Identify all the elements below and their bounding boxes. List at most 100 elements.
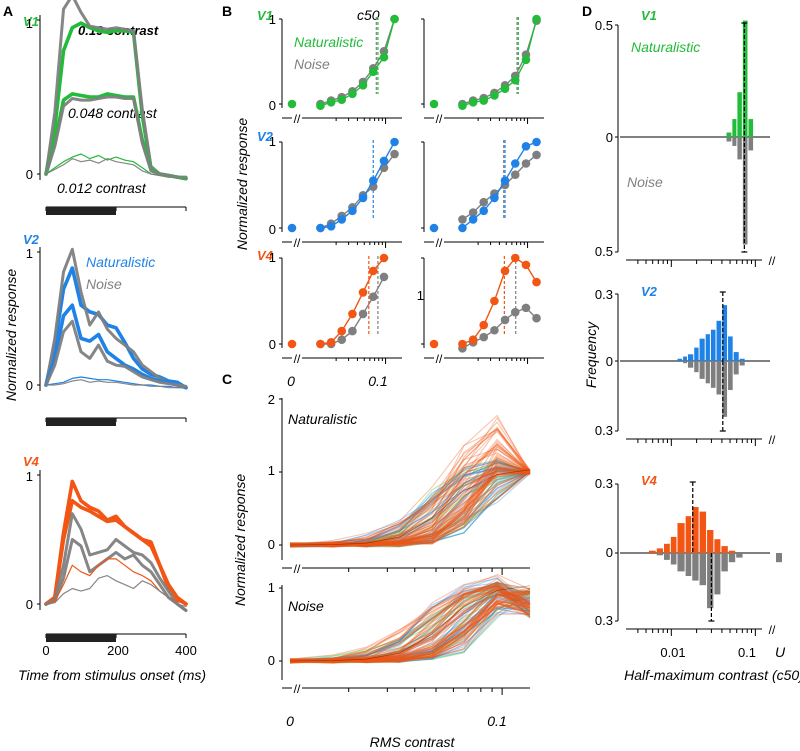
c-neuron-curve (289, 464, 531, 546)
b-axes-v1-1: // (279, 14, 402, 126)
c-neuron-curve (289, 472, 531, 545)
b-axis-break: // (436, 112, 443, 126)
d-ytick-v1-0: 0 (606, 130, 613, 145)
c-neuron-curve (289, 460, 531, 548)
d-bar-noise (664, 553, 670, 560)
c-neuron-curve (289, 602, 531, 664)
b-axis-break: // (294, 112, 301, 126)
c-neuron-curve (289, 585, 531, 662)
c-neuron-curve (289, 468, 531, 547)
c-neuron-curve (289, 596, 531, 663)
b-noise-point (358, 309, 368, 319)
b-noise-point (532, 150, 541, 160)
d-bar-noise (739, 361, 745, 366)
d-bar-naturalistic (687, 354, 694, 361)
b-area-label-v4: V4 (257, 248, 274, 263)
a-trace-v4-noise-low (45, 574, 187, 608)
panel-d: V1 V2 V4 Naturalistic Noise 0.5 0 0.5 0.… (583, 8, 800, 683)
c-neuron-curve (289, 469, 531, 546)
c-neuron-curve (289, 458, 531, 548)
xtick-d-u: U (775, 644, 786, 660)
c-neuron-curve (289, 456, 531, 547)
c-neuron-curve (289, 471, 531, 546)
c-neuron-curve (289, 576, 531, 663)
c-neuron-curve (289, 469, 531, 547)
xtick-b-0-1: 0.1 (368, 373, 387, 389)
b-naturalistic-point (326, 221, 336, 231)
d-bar-naturalistic (728, 336, 733, 361)
d-bar-noise (705, 361, 710, 384)
c-neuron-curve (289, 456, 531, 547)
b-naturalistic-point (479, 96, 489, 105)
c-neuron-curve (289, 607, 530, 663)
b-naturalistic-point (500, 176, 510, 185)
d-bar-noise (748, 137, 754, 151)
c-neuron-curve (289, 448, 531, 548)
c-neuron-curve (290, 428, 531, 546)
b-area-label-v2: V2 (257, 129, 274, 144)
b-naturalistic-point (479, 320, 489, 330)
c-neuron-curve (289, 466, 531, 548)
c-neuron-curve (289, 582, 531, 662)
c-neuron-curve (289, 581, 531, 663)
area-label-v4: V4 (23, 454, 40, 469)
c-neuron-curve (289, 445, 531, 547)
d-bar-naturalistic (692, 507, 699, 553)
c-neuron-curve (289, 471, 531, 548)
d-bar-naturalistic (707, 530, 714, 553)
b-naturalistic-point (490, 296, 499, 306)
c-neuron-curve (289, 461, 531, 548)
b-noise-point (521, 159, 531, 168)
c-neuron-curve (289, 602, 531, 664)
c-neuron-curve (289, 592, 531, 663)
b-naturalistic-line (320, 18, 396, 107)
a-trace-v1-noise-0-012 (45, 158, 187, 178)
c-neuron-curve (289, 469, 531, 547)
c-neuron-curve (289, 469, 531, 547)
b-noise-point (468, 208, 478, 217)
c-neuron-curve (289, 592, 531, 664)
b-ytick-v2-0: 0 (269, 222, 276, 237)
c-neuron-curve (289, 578, 531, 663)
c-neuron-curve (289, 587, 531, 663)
d-ytick-v2-0: 0 (606, 354, 613, 369)
d-axis-break: // (769, 433, 776, 447)
c-neuron-curve (289, 599, 531, 662)
b-axes-v1-2: // (421, 14, 544, 126)
c-neuron-curve (289, 585, 531, 662)
c-neuron-curve (289, 591, 531, 661)
c-neuron-curve (289, 592, 531, 662)
c-label-noise: Noise (288, 598, 324, 614)
b-zero-point (287, 223, 297, 233)
b-naturalistic-point (358, 193, 368, 203)
b-axes-v2-1: // (279, 137, 402, 250)
b-naturalistic-point (368, 176, 378, 185)
c-neuron-curve (289, 589, 531, 664)
b-naturalistic-point (348, 206, 357, 216)
c-neuron-curve (289, 601, 531, 663)
c-neuron-curve (289, 581, 531, 661)
c-neuron-curve (289, 462, 531, 545)
d-bar-noise (721, 553, 728, 572)
d-bar-noise (670, 553, 677, 565)
d-ytick-v2-bottom: 0.3 (595, 423, 613, 438)
d-bar-noise (722, 361, 728, 417)
d-bar-naturalistic (733, 352, 739, 361)
c-neuron-curve (289, 443, 531, 548)
b-naturalistic-point (316, 223, 325, 233)
c-neuron-curve (289, 471, 531, 548)
c-neuron-curve (289, 472, 531, 546)
c-neuron-curve (289, 471, 531, 547)
c-neuron-curve (289, 443, 531, 546)
b-axis-break: // (436, 236, 443, 250)
c-neuron-curve (289, 581, 531, 663)
b-naturalistic-point (521, 142, 531, 151)
d-ytick-v1-bottom: 0.5 (595, 244, 613, 259)
ytick-v4-1: 1 (26, 469, 33, 484)
panel-c: Naturalistic Noise 2 1 0 1 0 Normalized … (232, 392, 531, 750)
c-neuron-curve (289, 471, 531, 547)
b-zero-point (429, 99, 439, 109)
xtick-c-0: 0 (286, 713, 294, 729)
c-neuron-curve (289, 466, 531, 546)
d-bar-naturalistic (716, 320, 722, 361)
